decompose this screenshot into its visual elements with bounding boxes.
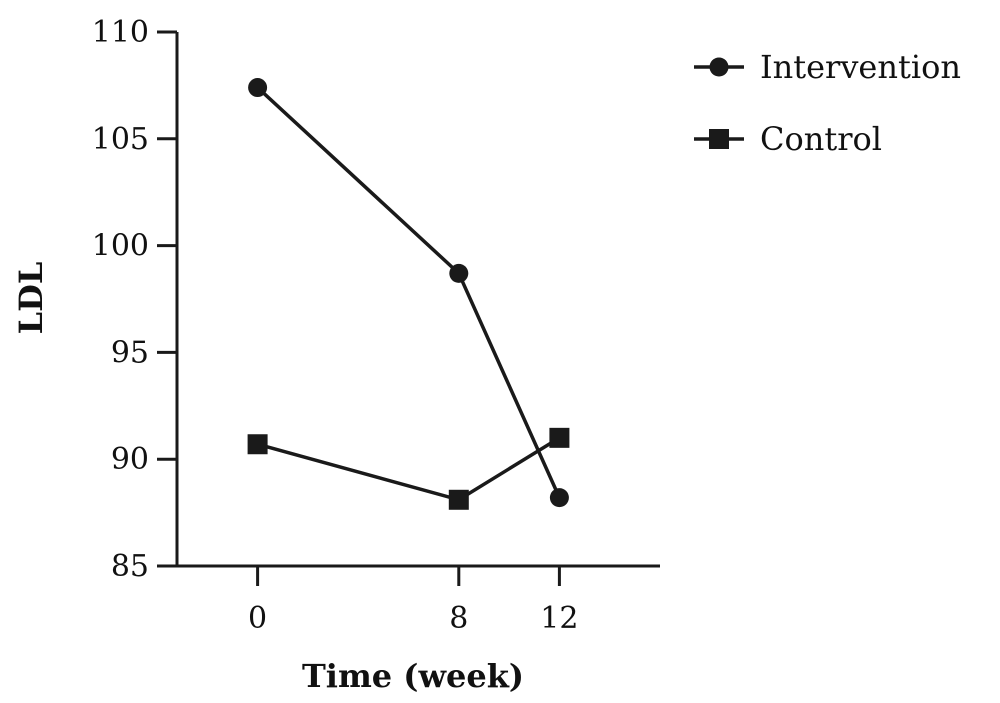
legend-item-intervention: Intervention <box>694 48 961 86</box>
series-control <box>247 427 570 510</box>
series-intervention <box>248 78 569 508</box>
y-axis-title: LDL <box>12 262 50 335</box>
data-point-intervention <box>248 78 268 98</box>
x-tick-label: 8 <box>449 601 468 636</box>
data-point-intervention <box>549 488 569 508</box>
axes <box>157 32 660 568</box>
x-axis-title: Time (week) <box>302 657 524 695</box>
x-axis-ticks: 0 8 12 <box>248 566 578 636</box>
series-line-control <box>257 436 561 502</box>
data-point-control <box>549 427 570 448</box>
y-tick-label: 110 <box>92 15 149 50</box>
x-tick-label: 12 <box>540 601 578 636</box>
y-tick-label: 105 <box>92 122 149 157</box>
series-line-intervention <box>256 86 561 499</box>
series-layer <box>247 78 570 510</box>
legend-marker-circle <box>709 57 729 77</box>
legend-marker-square <box>709 129 729 149</box>
legend: Intervention Control <box>694 48 961 158</box>
y-tick-label: 85 <box>111 549 149 584</box>
y-axis-ticks: 85 90 95 100 105 110 <box>92 15 177 584</box>
legend-label-intervention: Intervention <box>760 48 961 86</box>
y-tick-label: 95 <box>111 335 149 370</box>
data-point-control <box>247 434 268 455</box>
data-point-intervention <box>449 263 469 283</box>
x-tick-label: 0 <box>248 601 267 636</box>
y-tick-label: 100 <box>92 229 149 264</box>
data-point-control <box>448 489 469 510</box>
y-tick-label: 90 <box>111 442 149 477</box>
legend-item-control: Control <box>694 120 882 158</box>
legend-label-control: Control <box>760 120 882 158</box>
